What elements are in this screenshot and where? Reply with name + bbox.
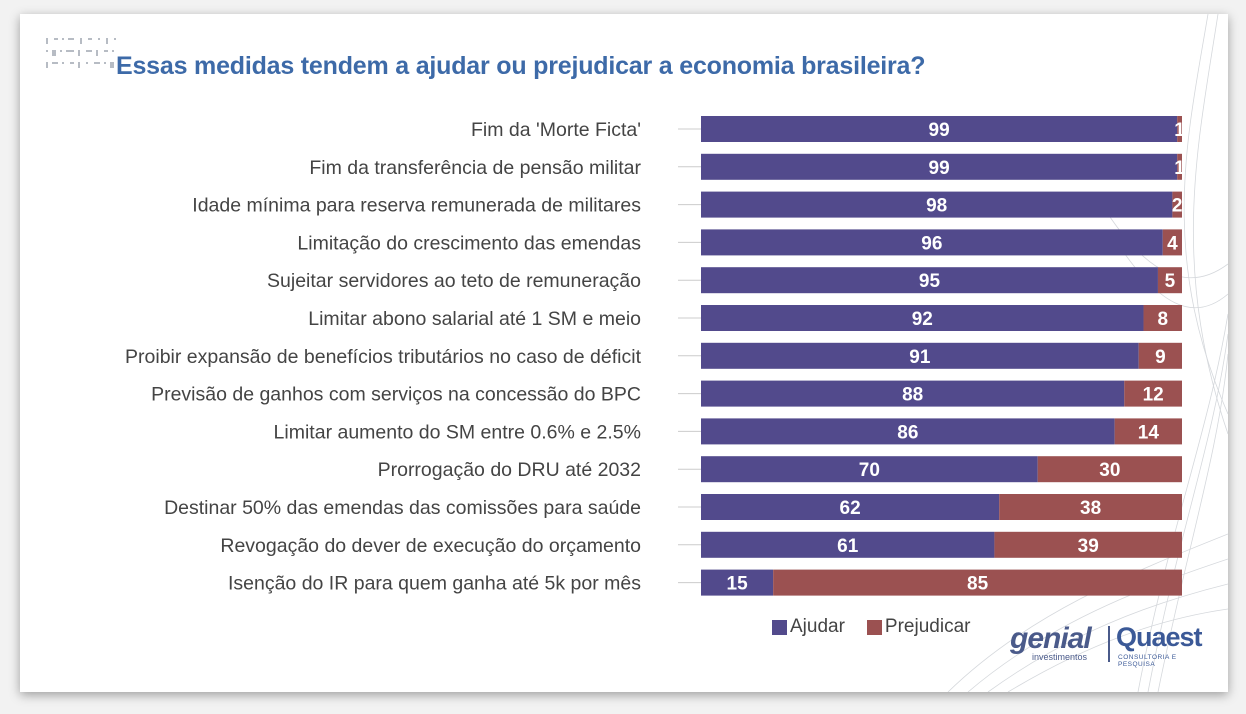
bar-ajudar: [701, 494, 1000, 520]
bar-ajudar: [701, 531, 995, 558]
bar-prejudicar: [1177, 116, 1182, 142]
legend-item-ajudar: Ajudar: [772, 616, 845, 638]
data-label-ajudar: 62: [840, 498, 861, 519]
data-label-prejudicar: 85: [967, 574, 989, 595]
data-label-prejudicar: 2: [1172, 196, 1183, 217]
bar-prejudicar: [1037, 456, 1182, 483]
data-label-prejudicar: 30: [1099, 460, 1120, 481]
category-label: Idade mínima para reserva remunerada de …: [192, 195, 641, 217]
bar-prejudicar: [1172, 191, 1182, 218]
bar-prejudicar: [1114, 418, 1182, 445]
data-label-prejudicar: 5: [1165, 271, 1176, 292]
data-label-ajudar: 70: [859, 460, 880, 481]
data-label-prejudicar: 14: [1138, 422, 1160, 443]
data-label-prejudicar: 4: [1167, 233, 1178, 254]
data-label-ajudar: 91: [909, 347, 931, 368]
bar-prejudicar: [773, 569, 1182, 596]
bar-prejudicar: [994, 531, 1182, 558]
legend-label-prejudicar: Prejudicar: [884, 616, 971, 637]
bar-ajudar: [701, 229, 1163, 256]
legend-label-ajudar: Ajudar: [790, 616, 845, 637]
bar-ajudar: [701, 380, 1125, 407]
category-label: Isenção do IR para quem ganha até 5k por…: [228, 573, 641, 595]
category-label: Prorrogação do DRU até 2032: [378, 459, 641, 481]
bar-ajudar: [701, 418, 1115, 445]
data-label-ajudar: 88: [902, 385, 923, 406]
quaest-logo-subtitle: CONSULTORIA E PESQUISA: [1118, 654, 1177, 668]
category-label: Limitar abono salarial até 1 SM e meio: [308, 308, 641, 330]
data-label-ajudar: 99: [929, 120, 950, 141]
chart-title: Essas medidas tendem a ajudar ou prejudi…: [116, 52, 926, 80]
category-label: Fim da transferência de pensão militar: [309, 157, 641, 179]
data-label-prejudicar: 9: [1155, 347, 1166, 368]
data-label-ajudar: 61: [837, 536, 859, 557]
genial-logo: genial: [1010, 622, 1092, 655]
data-label-prejudicar: 8: [1157, 309, 1168, 330]
category-label: Previsão de ganhos com serviços na conce…: [151, 384, 641, 406]
category-label: Fim da 'Morte Ficta': [471, 119, 641, 141]
data-label-ajudar: 99: [929, 158, 950, 179]
category-label: Destinar 50% das emendas das comissões p…: [164, 497, 641, 519]
bar-ajudar: [701, 267, 1158, 294]
category-label: Proibir expansão de benefícios tributári…: [125, 346, 642, 368]
data-label-ajudar: 96: [921, 233, 942, 254]
bar-prejudicar: [1157, 267, 1182, 294]
logo-divider: [1108, 626, 1110, 662]
bar-prejudicar: [1124, 380, 1182, 407]
bar-ajudar: [701, 305, 1144, 331]
data-label-ajudar: 95: [919, 271, 941, 292]
bar-prejudicar: [1138, 342, 1182, 369]
data-label-prejudicar: 38: [1080, 498, 1101, 519]
bar-prejudicar: [999, 494, 1182, 520]
bar-ajudar: [701, 153, 1178, 180]
data-label-ajudar: 92: [912, 309, 933, 330]
bar-ajudar: [701, 116, 1178, 142]
data-label-prejudicar: 39: [1078, 536, 1099, 557]
bar-ajudar: [701, 456, 1038, 483]
data-label-ajudar: 86: [897, 422, 918, 443]
legend-swatch-ajudar: [772, 619, 787, 635]
bar-prejudicar: [1162, 229, 1182, 256]
brand-logos: genial investimentos Quaest CONSULTORIA …: [1010, 622, 1210, 668]
data-label-prejudicar: 12: [1143, 385, 1164, 406]
quaest-logo: Quaest: [1116, 622, 1203, 652]
legend-swatch-prejudicar: [866, 619, 882, 635]
data-label-prejudicar: 1: [1174, 158, 1185, 179]
bar-ajudar: [701, 569, 774, 596]
category-label: Limitar aumento do SM entre 0.6% e 2.5%: [274, 421, 641, 443]
data-label-prejudicar: 1: [1174, 120, 1185, 141]
legend-item-prejudicar: Prejudicar: [866, 616, 971, 638]
category-label: Sujeitar servidores ao teto de remuneraç…: [267, 270, 641, 292]
bar-prejudicar: [1143, 305, 1182, 331]
bar-prejudicar: [1177, 153, 1182, 180]
category-label: Revogação do dever de execução do orçame…: [220, 535, 641, 557]
decorative-lines: [947, 14, 1228, 692]
bar-ajudar: [701, 342, 1139, 369]
legend: Ajudar Prejudicar: [772, 616, 970, 638]
data-label-ajudar: 98: [926, 196, 947, 217]
slide: Essas medidas tendem a ajudar ou prejudi…: [20, 14, 1228, 692]
bar-ajudar: [701, 191, 1173, 218]
data-label-ajudar: 15: [727, 574, 749, 595]
genial-logo-subtitle: investimentos: [1032, 652, 1088, 662]
dot-pattern: [46, 38, 116, 68]
category-label: Limitação do crescimento das emendas: [297, 232, 641, 254]
